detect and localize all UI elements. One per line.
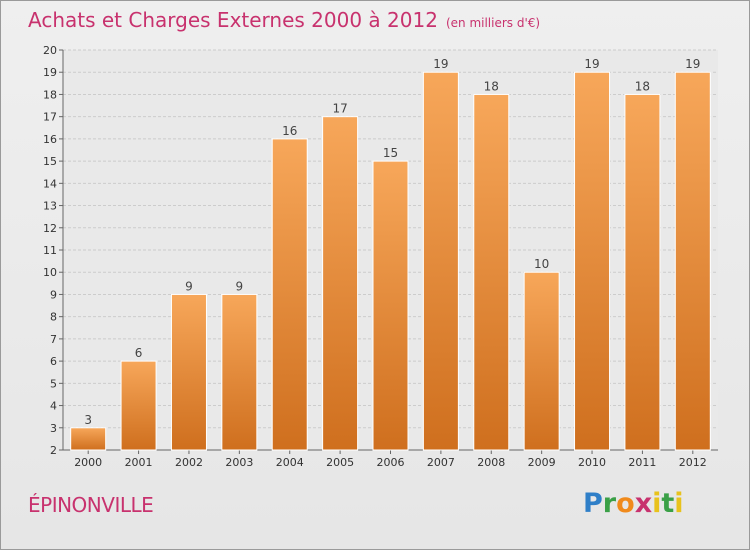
bar-2012 — [674, 71, 711, 451]
x-tick-label: 2003 — [225, 456, 253, 469]
bar-2010 — [574, 71, 611, 451]
y-tick-label: 5 — [50, 377, 57, 390]
data-label-2009: 10 — [534, 257, 549, 271]
x-tick-label: 2004 — [276, 456, 304, 469]
axes: 2 3 4 5 6 7 8 9 10 11 12 13 14 15 16 17 18 19 20 2000 2001 20… — [43, 44, 718, 469]
data-label-2008: 18 — [484, 79, 499, 93]
commune-name: ÉPINONVILLE — [28, 493, 154, 517]
data-label-2000: 3 — [84, 413, 92, 427]
y-tick-label: 12 — [43, 222, 57, 235]
bar-2008 — [473, 93, 510, 451]
y-tick-label: 16 — [43, 133, 57, 146]
data-label-2010: 19 — [584, 57, 599, 71]
data-label-2004: 16 — [282, 124, 297, 138]
y-tick-label: 8 — [50, 311, 57, 324]
bar-2011 — [624, 93, 661, 451]
bar-2009 — [523, 271, 560, 451]
bar-2007 — [422, 71, 459, 451]
bar-2003 — [221, 293, 258, 451]
data-label-2011: 18 — [635, 79, 650, 93]
y-tick-label: 4 — [50, 400, 57, 413]
y-tick-label: 18 — [43, 88, 57, 101]
x-tick-label: 2002 — [175, 456, 203, 469]
y-tick-label: 13 — [43, 200, 57, 213]
y-tick-label: 15 — [43, 155, 57, 168]
bar-2005 — [322, 116, 359, 451]
y-tick-label: 7 — [50, 333, 57, 346]
data-label-2001: 6 — [135, 346, 143, 360]
data-label-2012: 19 — [685, 57, 700, 71]
labels: 3 6 9 9 16 17 15 19 18 10 19 18 19 — [84, 57, 700, 427]
x-tick-label: 2010 — [578, 456, 606, 469]
x-tick-label: 2009 — [528, 456, 556, 469]
x-tick-label: 2005 — [326, 456, 354, 469]
proxiti-logo: Proxiti — [583, 488, 684, 519]
x-tick-label: 2001 — [125, 456, 153, 469]
y-tick-label: 20 — [43, 44, 57, 57]
y-tick-label: 19 — [43, 66, 57, 79]
chart-title: Achats et Charges Externes 2000 à 2012 (e… — [28, 8, 540, 32]
chart-subtitle: (en milliers d'€) — [445, 16, 541, 30]
data-label-2006: 15 — [383, 146, 398, 160]
bars — [70, 71, 711, 451]
x-tick-label: 2008 — [477, 456, 505, 469]
data-label-2002: 9 — [185, 279, 193, 293]
y-tick-label: 10 — [43, 266, 57, 279]
x-tick-label: 2006 — [377, 456, 405, 469]
bar-2000 — [70, 427, 107, 451]
bar-2004 — [271, 138, 308, 451]
chart-title-text: Achats et Charges Externes 2000 à 2012 — [28, 8, 438, 32]
data-label-2007: 19 — [433, 57, 448, 71]
y-tick-label: 6 — [50, 355, 57, 368]
y-tick-label: 3 — [50, 422, 57, 435]
x-tick-label: 2007 — [427, 456, 455, 469]
y-tick-label: 11 — [43, 244, 57, 257]
x-tick-label: 2011 — [628, 456, 656, 469]
x-tick-label: 2012 — [679, 456, 707, 469]
bar-2002 — [170, 293, 207, 451]
y-tick-label: 9 — [50, 288, 57, 301]
y-tick-label: 2 — [50, 444, 57, 457]
bar-2001 — [120, 360, 157, 451]
data-label-2005: 17 — [332, 102, 347, 116]
data-label-2003: 9 — [236, 279, 244, 293]
y-tick-label: 17 — [43, 111, 57, 124]
y-tick-label: 14 — [43, 177, 57, 190]
bar-2006 — [372, 160, 409, 451]
x-tick-label: 2000 — [74, 456, 102, 469]
